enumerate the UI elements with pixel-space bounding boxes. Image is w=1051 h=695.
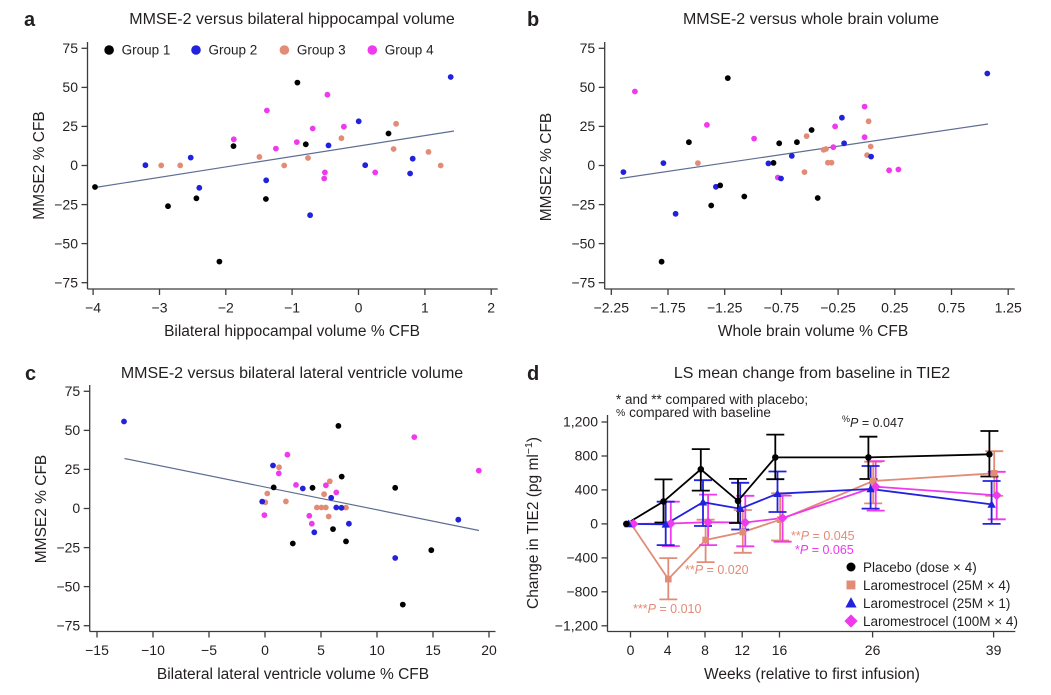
svg-text:−2: −2 xyxy=(218,300,234,316)
svg-text:−50: −50 xyxy=(571,235,595,251)
svg-text:0: 0 xyxy=(355,300,363,316)
svg-text:1.25: 1.25 xyxy=(995,300,1022,316)
svg-text:75: 75 xyxy=(62,40,78,56)
svg-text:−25: −25 xyxy=(54,196,78,212)
svg-text:−800: −800 xyxy=(566,584,598,600)
svg-text:Group 3: Group 3 xyxy=(297,43,346,58)
svg-text:b: b xyxy=(527,9,539,31)
svg-text:25: 25 xyxy=(65,461,81,477)
svg-text:−5: −5 xyxy=(201,642,217,658)
svg-text:c: c xyxy=(25,363,36,385)
svg-text:0.75: 0.75 xyxy=(938,300,965,316)
svg-text:MMSE2 % CFB: MMSE2 % CFB xyxy=(33,455,50,564)
svg-text:−400: −400 xyxy=(566,550,598,566)
svg-text:Laromestrocel (100M × 4): Laromestrocel (100M × 4) xyxy=(863,614,1018,629)
svg-text:50: 50 xyxy=(580,79,596,95)
svg-text:12: 12 xyxy=(734,642,750,658)
svg-text:Placebo (dose × 4): Placebo (dose × 4) xyxy=(863,560,977,575)
svg-text:25: 25 xyxy=(580,118,596,134)
svg-text:−50: −50 xyxy=(54,235,78,251)
svg-text:MMSE-2 versus bilateral hippoc: MMSE-2 versus bilateral hippocampal volu… xyxy=(129,11,455,28)
svg-text:MMSE-2 versus whole brain volu: MMSE-2 versus whole brain volume xyxy=(683,11,939,28)
svg-text:−3: −3 xyxy=(152,300,168,316)
svg-text:75: 75 xyxy=(580,40,596,56)
svg-text:25: 25 xyxy=(62,118,78,134)
svg-text:39: 39 xyxy=(986,642,1002,658)
svg-text:16: 16 xyxy=(772,642,788,658)
svg-text:0: 0 xyxy=(72,500,80,516)
svg-text:0: 0 xyxy=(627,642,635,658)
svg-text:−2.25: −2.25 xyxy=(594,300,630,316)
svg-text:1,200: 1,200 xyxy=(563,414,598,430)
svg-text:−1: −1 xyxy=(284,300,300,316)
svg-text:−0.25: −0.25 xyxy=(820,300,856,316)
svg-text:LS mean change from baseline i: LS mean change from baseline in TIE2 xyxy=(674,365,950,382)
svg-text:−15: −15 xyxy=(85,642,109,658)
svg-text:0.25: 0.25 xyxy=(881,300,908,316)
svg-text:Whole brain volume % CFB: Whole brain volume % CFB xyxy=(718,323,908,340)
svg-text:% compared with baseline: % compared with baseline xyxy=(616,405,771,420)
svg-text:−25: −25 xyxy=(56,539,80,555)
svg-text:75: 75 xyxy=(65,383,81,399)
svg-text:10: 10 xyxy=(369,642,385,658)
svg-text:Group 2: Group 2 xyxy=(209,43,258,58)
svg-text:−75: −75 xyxy=(56,617,80,633)
svg-text:0: 0 xyxy=(261,642,269,658)
svg-text:50: 50 xyxy=(62,79,78,95)
svg-text:15: 15 xyxy=(425,642,441,658)
svg-text:***P = 0.010: ***P = 0.010 xyxy=(633,602,702,616)
svg-text:50: 50 xyxy=(65,422,81,438)
svg-text:0: 0 xyxy=(590,516,598,532)
svg-text:Change in TIE2 (pg ml−1): Change in TIE2 (pg ml−1) xyxy=(523,437,542,609)
svg-text:Laromestrocel (25M × 1): Laromestrocel (25M × 1) xyxy=(863,596,1010,611)
svg-text:−1.25: −1.25 xyxy=(707,300,743,316)
svg-text:Group 4: Group 4 xyxy=(385,43,434,58)
svg-text:5: 5 xyxy=(317,642,325,658)
svg-text:%P = 0.047: %P = 0.047 xyxy=(842,414,904,430)
svg-text:Bilateral lateral ventricle vo: Bilateral lateral ventricle volume % CFB xyxy=(157,666,429,683)
svg-text:800: 800 xyxy=(575,448,599,464)
svg-text:−1,200: −1,200 xyxy=(555,618,598,634)
svg-text:4: 4 xyxy=(664,642,672,658)
svg-text:*P = 0.065: *P = 0.065 xyxy=(795,543,854,557)
svg-text:−50: −50 xyxy=(56,578,80,594)
svg-text:**P = 0.045: **P = 0.045 xyxy=(791,529,855,543)
svg-text:20: 20 xyxy=(481,642,497,658)
svg-text:−0.75: −0.75 xyxy=(764,300,800,316)
svg-text:MMSE2 % CFB: MMSE2 % CFB xyxy=(538,113,555,222)
svg-text:400: 400 xyxy=(575,482,599,498)
svg-text:d: d xyxy=(527,363,539,385)
svg-text:Group 1: Group 1 xyxy=(122,43,171,58)
svg-text:* and ** compared with placebo: * and ** compared with placebo; xyxy=(616,392,808,407)
svg-text:−10: −10 xyxy=(141,642,165,658)
svg-text:Weeks (relative to first infus: Weeks (relative to first infusion) xyxy=(704,666,920,683)
svg-text:0: 0 xyxy=(587,157,595,173)
svg-text:−75: −75 xyxy=(54,274,78,290)
svg-text:Laromestrocel (25M × 4): Laromestrocel (25M × 4) xyxy=(863,578,1010,593)
svg-text:−4: −4 xyxy=(85,300,101,316)
svg-text:MMSE-2 versus bilateral latera: MMSE-2 versus bilateral lateral ventricl… xyxy=(121,365,463,382)
svg-text:MMSE2 % CFB: MMSE2 % CFB xyxy=(31,111,48,220)
svg-text:8: 8 xyxy=(701,642,709,658)
svg-text:−75: −75 xyxy=(571,274,595,290)
svg-text:−25: −25 xyxy=(571,196,595,212)
svg-text:0: 0 xyxy=(70,157,78,173)
svg-text:−1.75: −1.75 xyxy=(650,300,686,316)
svg-text:Bilateral hippocampal volume %: Bilateral hippocampal volume % CFB xyxy=(164,323,420,340)
svg-text:**P = 0.020: **P = 0.020 xyxy=(685,563,749,577)
svg-text:2: 2 xyxy=(487,300,495,316)
svg-text:a: a xyxy=(24,9,36,31)
svg-text:26: 26 xyxy=(865,642,881,658)
svg-text:1: 1 xyxy=(421,300,429,316)
